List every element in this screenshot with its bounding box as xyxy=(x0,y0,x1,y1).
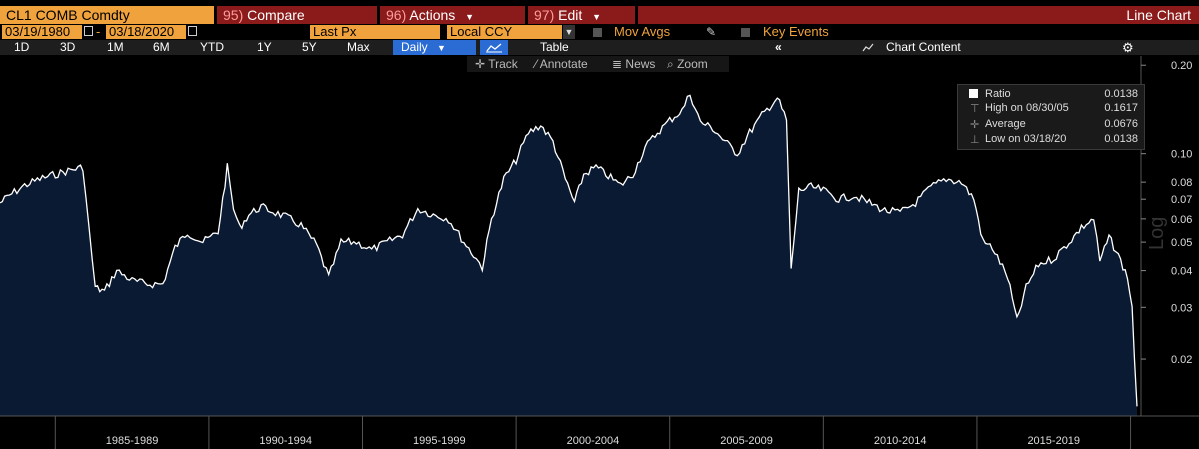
y-tick-label: 0.05 xyxy=(1171,237,1192,249)
legend-box[interactable]: Ratio 0.0138 ⊤ High on 08/30/05 0.1617 ✛… xyxy=(957,84,1145,150)
range-5y[interactable]: 5Y xyxy=(302,40,317,54)
annotate-tool[interactable]: ⁄ Annotate xyxy=(535,56,588,72)
pencil-icon[interactable]: ✎ xyxy=(706,25,717,39)
y-tick-label: 0.02 xyxy=(1171,354,1192,366)
frequency-dropdown[interactable]: Daily ▼ xyxy=(393,40,476,55)
currency-selector[interactable]: Local CCY xyxy=(447,25,562,39)
compare-label: Compare xyxy=(247,7,305,23)
news-label: News xyxy=(625,57,656,71)
x-tick-label: 1990-1994 xyxy=(259,435,312,447)
zoom-label: Zoom xyxy=(677,57,708,71)
y-tick-label: 0.06 xyxy=(1171,214,1192,226)
end-date-field[interactable]: 03/18/2020 xyxy=(106,25,186,39)
x-tick-label: 2000-2004 xyxy=(567,435,620,447)
field-selector[interactable]: Last Px xyxy=(310,25,440,39)
magnifier-icon: ⌕ xyxy=(667,57,674,71)
actions-number: 96) xyxy=(386,7,407,23)
x-tick-label: 2010-2014 xyxy=(874,435,927,447)
legend-high-label: High on 08/30/05 xyxy=(985,102,1069,114)
y-tick-label: 0.03 xyxy=(1171,302,1192,314)
y-tick-label: 0.10 xyxy=(1171,149,1192,161)
actions-button[interactable]: 96) Actions ▼ xyxy=(380,6,525,24)
log-scale-label: Log xyxy=(1146,217,1168,250)
collapse-icon[interactable]: « xyxy=(775,40,782,54)
track-tool[interactable]: ✛ Track xyxy=(475,56,518,72)
edit-button[interactable]: 97) Edit ▼ xyxy=(528,6,635,24)
news-tool[interactable]: ≣ News xyxy=(612,56,655,72)
range-max[interactable]: Max xyxy=(347,40,370,54)
edit-label: Edit xyxy=(558,7,583,23)
zoom-tool[interactable]: ⌕ Zoom xyxy=(667,56,708,72)
chart-content-icon[interactable] xyxy=(862,42,874,53)
title-bar xyxy=(638,6,1199,24)
y-tick-label: 0.04 xyxy=(1171,266,1192,278)
key-events-label[interactable]: Key Events xyxy=(763,24,829,39)
range-bar: 1D 3D 1M 6M YTD 1Y 5Y Max Daily ▼ Table … xyxy=(0,40,1199,55)
average-marker-icon: ✛ xyxy=(970,119,980,131)
chevron-down-icon: ▼ xyxy=(465,12,475,22)
track-label: Track xyxy=(488,57,518,71)
range-1d[interactable]: 1D xyxy=(14,40,30,54)
range-1m[interactable]: 1M xyxy=(107,40,124,54)
y-tick-label: 0.07 xyxy=(1171,194,1192,206)
ticker-field[interactable]: CL1 COMB Comdty xyxy=(0,6,214,24)
range-6m[interactable]: 6M xyxy=(153,40,170,54)
chevron-down-icon: ▼ xyxy=(437,43,446,53)
key-events-checkbox[interactable] xyxy=(741,28,750,37)
legend-series-value: 0.0138 xyxy=(1104,88,1138,100)
mov-avgs-label[interactable]: Mov Avgs xyxy=(614,24,671,39)
chevron-down-icon: ▼ xyxy=(592,12,602,22)
y-tick-label: 0.20 xyxy=(1171,60,1192,72)
range-3d[interactable]: 3D xyxy=(60,40,76,54)
gear-icon[interactable]: ⚙ xyxy=(1122,40,1134,55)
calendar-icon[interactable] xyxy=(188,26,197,36)
table-button[interactable]: Table xyxy=(540,40,569,54)
legend-average-label: Average xyxy=(985,118,1026,130)
annotate-label: Annotate xyxy=(539,57,588,71)
x-axis-ticks: 1985-1989 1990-1994 1995-1999 2000-2004 2005… xyxy=(54,416,1132,449)
chart-tools: ✛ Track ⁄ Annotate ≣ News ⌕ Zoom xyxy=(467,56,729,72)
y-axis-ticks: 0.20 0.10 0.08 0.07 0.06 0.05 0.04 0.03 0.02 xyxy=(1141,60,1192,366)
legend-series-name: Ratio xyxy=(985,88,1011,100)
settings-bar: 03/19/1980 - 03/18/2020 Last Px Local CC… xyxy=(0,24,1199,40)
x-tick-label: 1985-1989 xyxy=(106,435,159,447)
line-chart-icon[interactable] xyxy=(480,40,508,55)
news-icon: ≣ xyxy=(612,57,623,71)
calendar-icon[interactable] xyxy=(84,26,93,36)
frequency-label: Daily xyxy=(401,40,428,54)
edit-number: 97) xyxy=(534,7,555,23)
x-tick-label: 1995-1999 xyxy=(413,435,466,447)
range-1y[interactable]: 1Y xyxy=(257,40,272,54)
legend-average-value: 0.0676 xyxy=(1104,118,1138,130)
date-separator: - xyxy=(96,24,101,39)
top-cropped-strip xyxy=(0,0,1199,6)
chart-content-button[interactable]: Chart Content xyxy=(886,40,961,54)
pencil-icon: ⁄ xyxy=(535,57,538,71)
actions-label: Actions xyxy=(409,7,456,23)
command-bar: CL1 COMB Comdty 95) Compare 96) Actions … xyxy=(0,6,1199,24)
mov-avgs-checkbox[interactable] xyxy=(593,28,602,37)
compare-button[interactable]: 95) Compare xyxy=(217,6,377,24)
x-tick-label: 2015-2019 xyxy=(1027,435,1080,447)
start-date-field[interactable]: 03/19/1980 xyxy=(2,25,82,39)
legend-low-value: 0.0138 xyxy=(1104,133,1138,145)
chart-type-title: Line Chart xyxy=(1126,7,1191,23)
high-marker-icon: ⊤ xyxy=(970,103,980,115)
low-marker-icon: ⊥ xyxy=(970,134,980,146)
crosshair-icon: ✛ xyxy=(475,57,486,71)
legend-low-label: Low on 03/18/20 xyxy=(985,133,1067,145)
x-tick-label: 2005-2009 xyxy=(720,435,773,447)
series-swatch xyxy=(969,89,978,98)
compare-number: 95) xyxy=(223,7,244,23)
range-ytd[interactable]: YTD xyxy=(200,40,224,54)
legend-high-value: 0.1617 xyxy=(1104,102,1138,114)
y-tick-label: 0.08 xyxy=(1171,177,1192,189)
chevron-down-icon[interactable]: ▼ xyxy=(563,25,575,39)
